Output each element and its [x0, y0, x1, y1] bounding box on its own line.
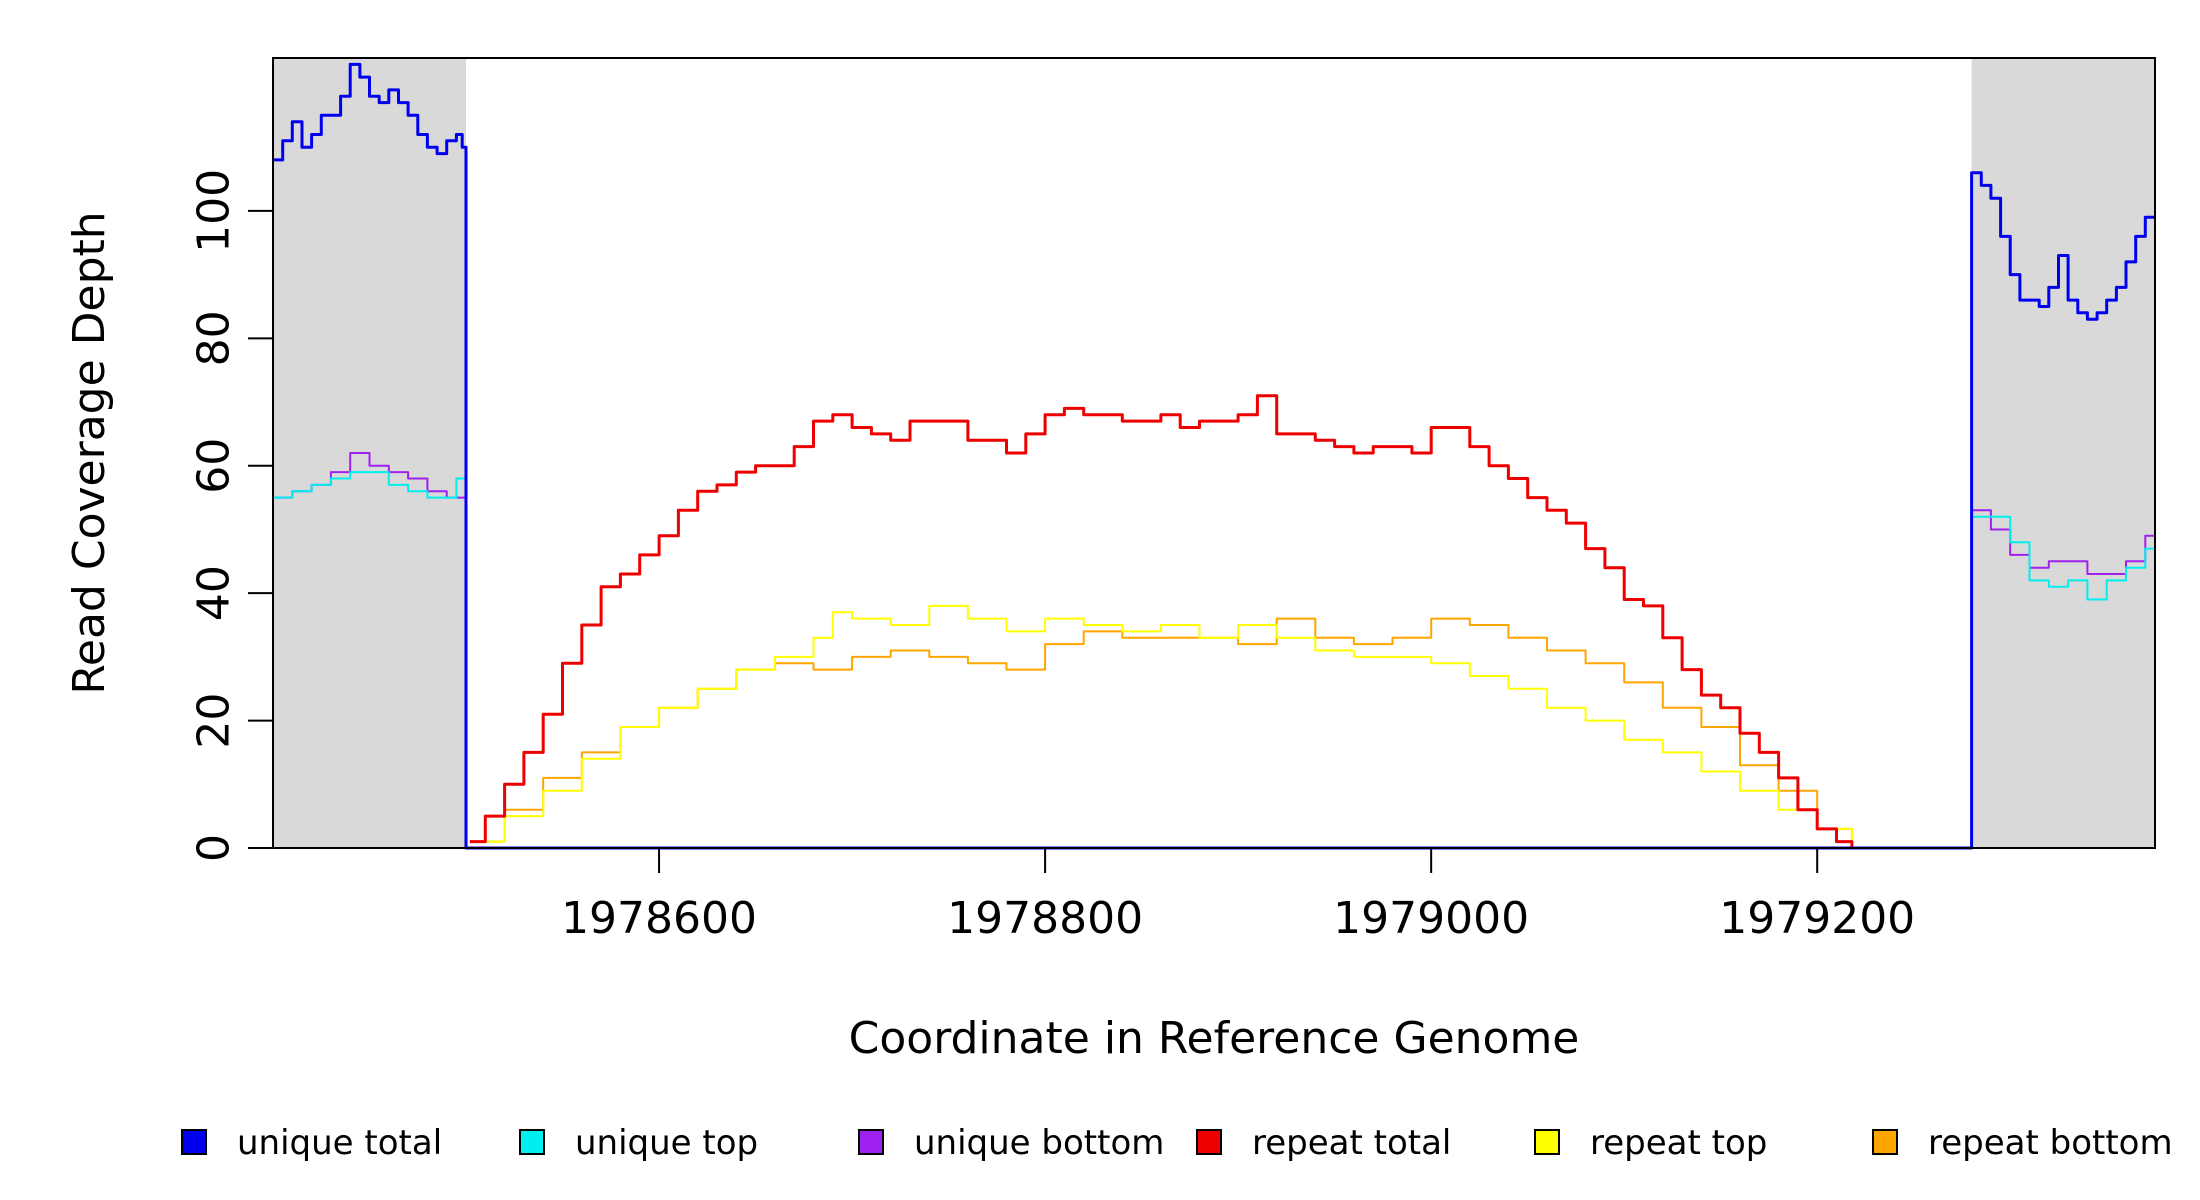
- y-tick-label-20: 20: [188, 693, 239, 749]
- legend-label-repeat-bottom: repeat bottom: [1928, 1123, 2173, 1163]
- legend-label-unique-top: unique top: [575, 1123, 758, 1163]
- y-tick-label-0: 0: [188, 834, 239, 862]
- y-axis-title: Read Coverage Depth: [64, 211, 115, 694]
- legend-label-repeat-total: repeat total: [1252, 1123, 1451, 1163]
- legend: unique total unique top unique bottom repea…: [181, 1123, 2173, 1163]
- y-axis: 0 20 40 60 80 100: [188, 169, 273, 862]
- legend-swatch-unique-bottom: [858, 1129, 884, 1155]
- legend-swatch-repeat-bottom: [1872, 1129, 1898, 1155]
- legend-label-repeat-top: repeat top: [1590, 1123, 1767, 1163]
- x-axis: 1978600 1978800 1979000 1979200: [561, 848, 1915, 944]
- x-tick-label-1979200: 1979200: [1719, 893, 1915, 944]
- legend-swatch-repeat-total: [1196, 1129, 1222, 1155]
- series-line-repeat-top: [469, 604, 1853, 848]
- legend-label-unique-bottom: unique bottom: [914, 1123, 1164, 1163]
- shaded-region-2: [1971, 58, 2155, 848]
- x-tick-label-1978600: 1978600: [561, 893, 757, 944]
- x-axis-title: Coordinate in Reference Genome: [849, 1013, 1580, 1064]
- y-tick-label-80: 80: [188, 310, 239, 366]
- x-tick-label-1979000: 1979000: [1333, 893, 1529, 944]
- series-line-repeat-total: [469, 394, 1854, 848]
- x-tick-label-1978800: 1978800: [947, 893, 1143, 944]
- legend-swatch-unique-total: [181, 1129, 207, 1155]
- series-line-unique-total: [273, 62, 2155, 850]
- legend-label-unique-total: unique total: [237, 1123, 442, 1163]
- legend-swatch-repeat-top: [1534, 1129, 1560, 1155]
- legend-swatch-unique-top: [519, 1129, 545, 1155]
- plot-frame: [272, 57, 2156, 849]
- y-tick-label-40: 40: [188, 565, 239, 621]
- y-tick-label-60: 60: [188, 438, 239, 494]
- y-tick-label-100: 100: [188, 169, 239, 253]
